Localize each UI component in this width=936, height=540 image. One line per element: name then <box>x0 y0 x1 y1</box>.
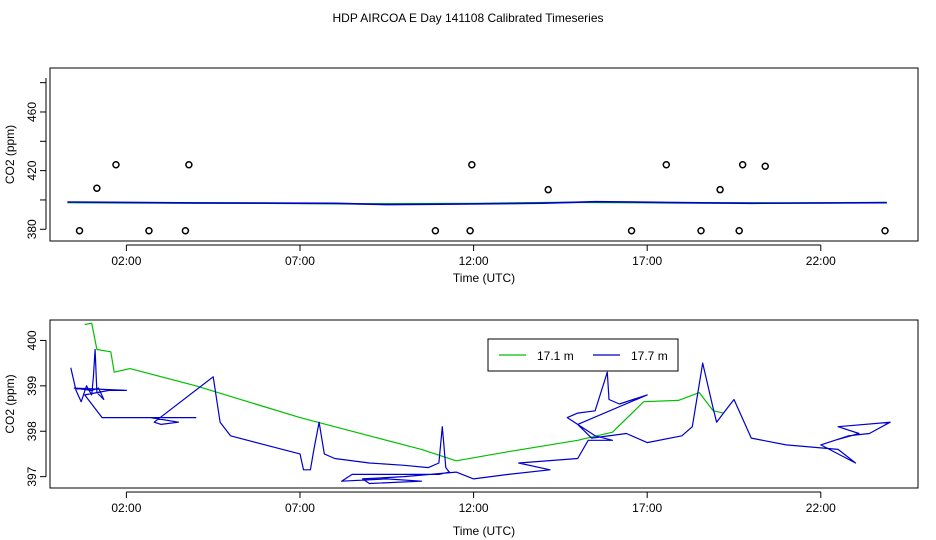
panel-2-y-axis: 397 398 399 400 <box>25 330 47 487</box>
legend-label-17-7-m: 17.7 m <box>631 349 668 363</box>
panel-1-data-point <box>431 226 440 235</box>
panel-1-y-axis-label: CO2 (ppm) <box>3 125 17 184</box>
panel-1-x-tick-label: 12:00 <box>459 254 489 268</box>
panel-1-data-point <box>697 226 705 235</box>
panel-1-y-axis: 380 420 460 <box>25 78 47 239</box>
panel-1-y-tick-label: 460 <box>25 102 39 122</box>
panel-2-y-axis-label: CO2 (ppm) <box>3 374 17 433</box>
panel-1-data-point <box>185 161 193 169</box>
panel-2-series-layer <box>70 322 891 485</box>
panel-1: 02:00 07:00 12:00 17:00 22:00 380 420 460 Time… <box>3 67 919 285</box>
panel-2-y-tick-label: 399 <box>25 376 39 396</box>
panel-2: 02:00 07:00 12:00 17:00 22:00 397 398 399 400 T… <box>3 319 919 538</box>
panel-2-series-line-17-7-m <box>70 348 891 485</box>
panel-1-data-point <box>466 226 474 235</box>
panel-2-x-axis: 02:00 07:00 12:00 17:00 22:00 <box>111 491 836 515</box>
panel-2-y-tick-label: 400 <box>25 330 39 350</box>
panel-2-plot-frame <box>49 319 919 489</box>
panel-2-series-line-17-1-m <box>84 322 724 462</box>
panel-1-plot-frame <box>49 67 919 242</box>
panel-1-data-point <box>145 226 153 235</box>
panel-1-y-tick-label: 380 <box>25 219 39 239</box>
panel-1-data-point <box>735 226 743 235</box>
panel-1-data-point <box>181 226 190 235</box>
panel-1-x-tick-label: 07:00 <box>285 254 315 268</box>
panel-2-x-tick-label: 02:00 <box>111 501 141 515</box>
panel-1-series-layer <box>67 200 887 206</box>
panel-1-data-point <box>93 184 101 192</box>
panel-2-y-tick-label: 398 <box>25 421 39 441</box>
panel-1-data-point <box>881 226 889 235</box>
legend: 17.1 m 17.7 m <box>487 338 679 372</box>
panel-2-x-tick-label: 12:00 <box>459 501 489 515</box>
panel-2-x-tick-label: 17:00 <box>632 501 662 515</box>
panel-1-data-point <box>112 161 120 169</box>
panel-2-x-axis-label: Time (UTC) <box>453 524 515 538</box>
panel-2-x-tick-label: 22:00 <box>806 501 836 515</box>
panel-1-x-axis-label: Time (UTC) <box>453 271 515 285</box>
panel-1-data-point <box>544 185 552 194</box>
panel-1-x-axis: 02:00 07:00 12:00 17:00 22:00 <box>111 244 836 268</box>
panel-1-data-point <box>468 161 476 169</box>
panel-1-points-layer <box>75 161 889 235</box>
panel-1-x-tick-label: 22:00 <box>806 254 836 268</box>
panel-1-data-point <box>627 226 636 235</box>
legend-label-17-1-m: 17.1 m <box>537 349 574 363</box>
panel-1-data-point <box>662 161 671 169</box>
panel-1-data-point <box>761 162 769 170</box>
figure-title: HDP AIRCOA E Day 141108 Calibrated Times… <box>332 11 603 25</box>
panel-1-y-tick-label: 420 <box>25 160 39 180</box>
panel-2-x-tick-label: 07:00 <box>285 501 315 515</box>
panel-1-series-line-17-7-m <box>67 200 887 206</box>
panel-1-data-point <box>75 226 84 235</box>
panel-2-y-tick-label: 397 <box>25 466 39 486</box>
panel-1-data-point <box>738 161 747 169</box>
panel-1-x-tick-label: 17:00 <box>632 254 662 268</box>
panel-1-x-tick-label: 02:00 <box>111 254 141 268</box>
panel-1-data-point <box>716 185 724 194</box>
